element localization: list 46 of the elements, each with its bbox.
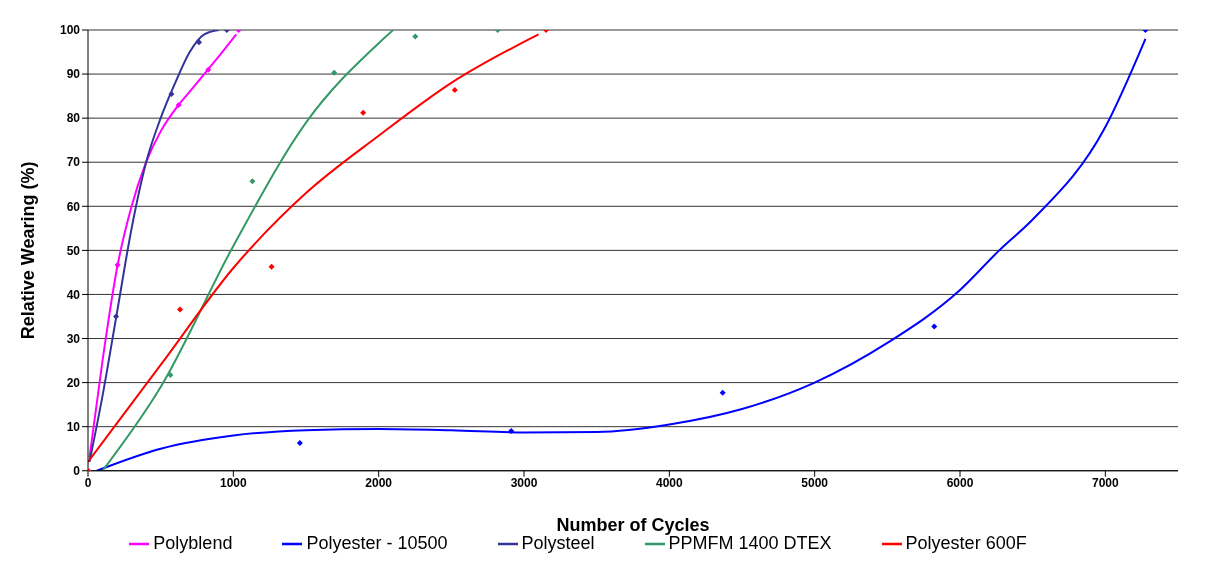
x-tick-label: 5000 bbox=[801, 476, 829, 491]
point bbox=[268, 263, 275, 270]
legend-label: Polyblend bbox=[153, 532, 233, 553]
x-tick-label: 4000 bbox=[655, 476, 683, 491]
y-tick-label: 40 bbox=[66, 287, 81, 302]
legend-label: Polysteel bbox=[521, 532, 595, 553]
y-tick-label: 70 bbox=[66, 155, 81, 170]
point bbox=[168, 90, 175, 97]
legend-label: Polyester 600F bbox=[905, 532, 1027, 553]
point bbox=[412, 33, 419, 40]
point bbox=[113, 313, 120, 320]
y-tick-label: 90 bbox=[66, 67, 81, 82]
point bbox=[114, 261, 121, 268]
x-tick-label: 2000 bbox=[365, 476, 393, 491]
point bbox=[360, 109, 367, 116]
point bbox=[177, 306, 183, 313]
point bbox=[249, 178, 256, 185]
y-tick-label: 10 bbox=[66, 419, 81, 434]
point bbox=[331, 69, 338, 76]
y-tick-label: 0 bbox=[73, 464, 81, 479]
y-tick-label: 50 bbox=[66, 243, 81, 258]
x-tick-label: 1000 bbox=[219, 476, 247, 491]
y-tick-label: 100 bbox=[59, 23, 81, 38]
x-tick-label: 7000 bbox=[1091, 476, 1119, 491]
y-tick-label: 80 bbox=[66, 111, 81, 126]
line-series bbox=[88, 33, 540, 463]
y-tick-label: 30 bbox=[66, 331, 81, 346]
y-axis-title: Relative Wearing (%) bbox=[18, 161, 39, 340]
point bbox=[931, 323, 938, 330]
point bbox=[167, 372, 174, 379]
point bbox=[196, 39, 203, 46]
point bbox=[296, 439, 303, 446]
point bbox=[719, 389, 726, 396]
point bbox=[175, 101, 182, 108]
line-series bbox=[95, 37, 1147, 471]
x-axis-title: Number of Cycles bbox=[556, 514, 710, 535]
point bbox=[508, 428, 515, 435]
x-tick-label: 0 bbox=[84, 476, 92, 491]
x-tick-label: 6000 bbox=[946, 476, 974, 491]
legend-label: Polyester - 10500 bbox=[306, 532, 448, 553]
line-series bbox=[101, 30, 395, 471]
point bbox=[205, 66, 212, 73]
y-tick-label: 20 bbox=[66, 375, 81, 390]
point bbox=[451, 86, 458, 93]
x-tick-label: 3000 bbox=[510, 476, 538, 491]
y-tick-label: 60 bbox=[66, 199, 81, 214]
